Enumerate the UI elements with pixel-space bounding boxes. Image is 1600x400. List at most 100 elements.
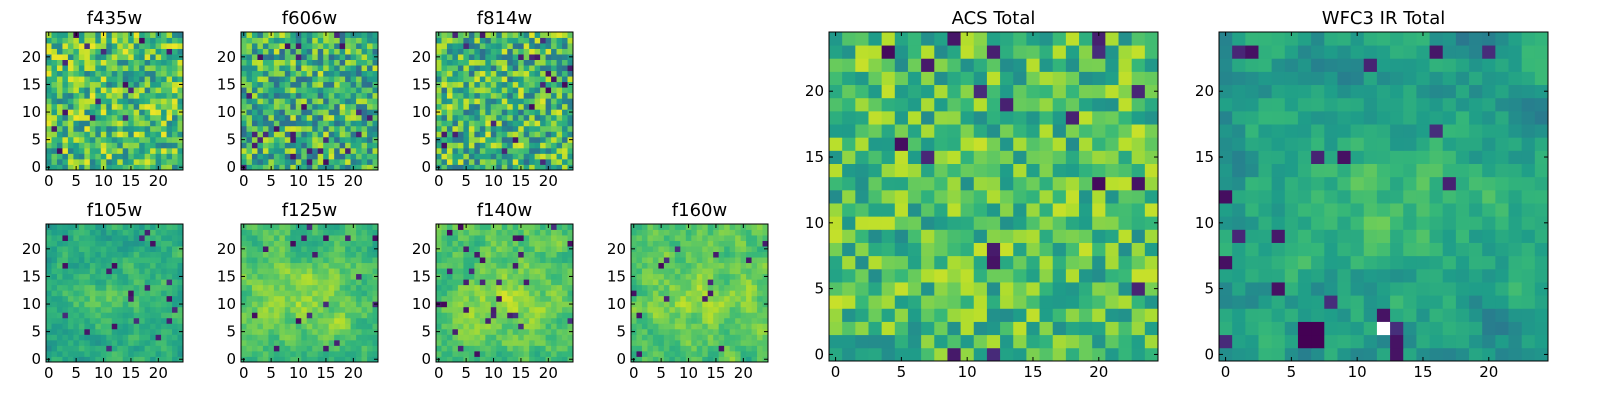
chart-3-cell (144, 235, 151, 241)
chart-5-cell (441, 295, 448, 302)
chart-3-cell (100, 290, 107, 297)
chart-3-cell (150, 328, 156, 335)
chart-2-cell (479, 48, 486, 55)
chart-0-cell (111, 103, 118, 110)
chart-5-cell (452, 279, 459, 286)
chart-0-cell (89, 142, 96, 149)
chart-1-cell (241, 70, 247, 77)
chart-1-cell (306, 81, 313, 88)
chart-3-cell (62, 273, 69, 280)
chart-1-cell (356, 153, 362, 160)
chart-5-cell (490, 312, 497, 319)
chart-5-cell (479, 246, 486, 252)
chart-1-cell (284, 147, 291, 154)
chart-1-cell (246, 98, 253, 105)
chart-5-cell (567, 306, 574, 313)
chart-6-cell (757, 273, 763, 280)
chart-0-cell (144, 109, 151, 116)
chart-0-cell (177, 147, 184, 154)
chart-6-cell (669, 290, 676, 297)
chart-3-cell (62, 279, 69, 286)
chart-6-ytick-label: 0 (616, 350, 626, 368)
chart-3-cell (67, 279, 74, 286)
chart-0-cell (161, 87, 167, 94)
chart-2-cell (474, 109, 481, 116)
chart-1-cell (312, 92, 319, 99)
chart-2-cell (551, 70, 557, 77)
chart-3-cell (150, 339, 156, 346)
chart-2-cell (446, 136, 453, 143)
chart-4-cell (279, 339, 286, 346)
chart-6-cell (757, 350, 763, 357)
chart-4-cell (257, 312, 264, 319)
chart-4-cell (339, 251, 346, 258)
chart-3-cell (150, 350, 156, 357)
chart-5-cell (523, 301, 530, 308)
chart-2-cell (540, 65, 546, 72)
chart-5-cell (529, 262, 536, 269)
chart-6-cell (751, 240, 758, 247)
chart-3-cell (144, 240, 151, 247)
chart-4-cell (328, 317, 335, 324)
chart-4-cell (273, 257, 280, 264)
chart-1-cell (268, 70, 275, 77)
chart-7-cell (1144, 163, 1159, 178)
chart-5-cell (540, 295, 546, 302)
chart-6-cell (647, 279, 654, 286)
chart-0-cell (111, 158, 118, 165)
chart-3-cell (161, 306, 167, 313)
chart-7-cell (855, 282, 869, 296)
chart-2-cell (551, 109, 557, 116)
chart-6-cell (751, 345, 758, 352)
chart-2-cell (463, 76, 470, 83)
chart-0-cell (111, 120, 118, 127)
chart-0-cell (139, 81, 146, 88)
chart-1-cell (334, 158, 341, 165)
chart-0-cell (166, 43, 173, 49)
chart-3-cell (128, 334, 135, 341)
chart-4-cell (372, 312, 379, 319)
chart-7-cell (1013, 321, 1027, 336)
chart-4-cell (339, 273, 346, 280)
chart-5-cell (512, 240, 519, 247)
chart-1-cell (273, 114, 280, 121)
chart-5-cell (545, 312, 552, 319)
chart-6-cell (724, 350, 731, 357)
chart-4-cell (301, 235, 308, 241)
chart-5-cell (534, 345, 541, 352)
chart-4-cell (279, 235, 286, 241)
chart-0-cell (106, 158, 113, 165)
chart-1-cell (334, 92, 341, 99)
chart-0-cell (95, 48, 102, 55)
chart-0-cell (84, 32, 91, 38)
chart-0-cell (95, 109, 102, 116)
chart-6-cell (762, 317, 769, 324)
chart-2-cell (551, 87, 557, 94)
chart-2-cell (452, 76, 459, 83)
chart-6-cell (674, 224, 681, 230)
chart-7-cell (1039, 282, 1054, 296)
chart-2-cell (485, 59, 492, 66)
chart-6-cell (663, 240, 670, 247)
chart-4-cell (312, 268, 319, 275)
chart-3-cell (89, 290, 96, 297)
chart-3-cell (95, 262, 102, 269)
chart-2-cell (567, 48, 574, 55)
chart-5-cell (534, 323, 541, 330)
chart-6-cell (740, 323, 747, 330)
chart-2-cell (534, 158, 541, 165)
chart-0-cell (73, 131, 80, 138)
chart-6-cell (757, 323, 763, 330)
chart-4-cell (251, 246, 258, 252)
chart-2-cell (441, 87, 448, 94)
chart-6-cell (746, 323, 752, 330)
chart-2-cell (441, 164, 448, 171)
chart-7-cell (947, 229, 961, 243)
chart-3-cell (117, 339, 124, 346)
chart-0-cell (46, 48, 52, 55)
chart-0-cell (172, 131, 178, 138)
chart-2-cell (468, 87, 475, 94)
chart-2-cell (485, 158, 492, 165)
chart-1-cell (295, 87, 302, 94)
chart-3-cell (133, 279, 140, 286)
